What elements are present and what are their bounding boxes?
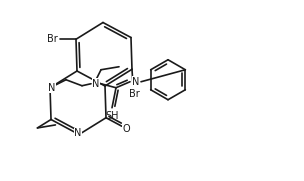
- Text: O: O: [123, 124, 130, 134]
- Text: N: N: [92, 79, 100, 89]
- Text: N: N: [132, 77, 140, 87]
- Text: Br: Br: [47, 34, 57, 44]
- Text: N: N: [48, 83, 56, 93]
- Text: Br: Br: [129, 89, 139, 99]
- Text: N: N: [74, 129, 82, 138]
- Text: SH: SH: [105, 111, 119, 121]
